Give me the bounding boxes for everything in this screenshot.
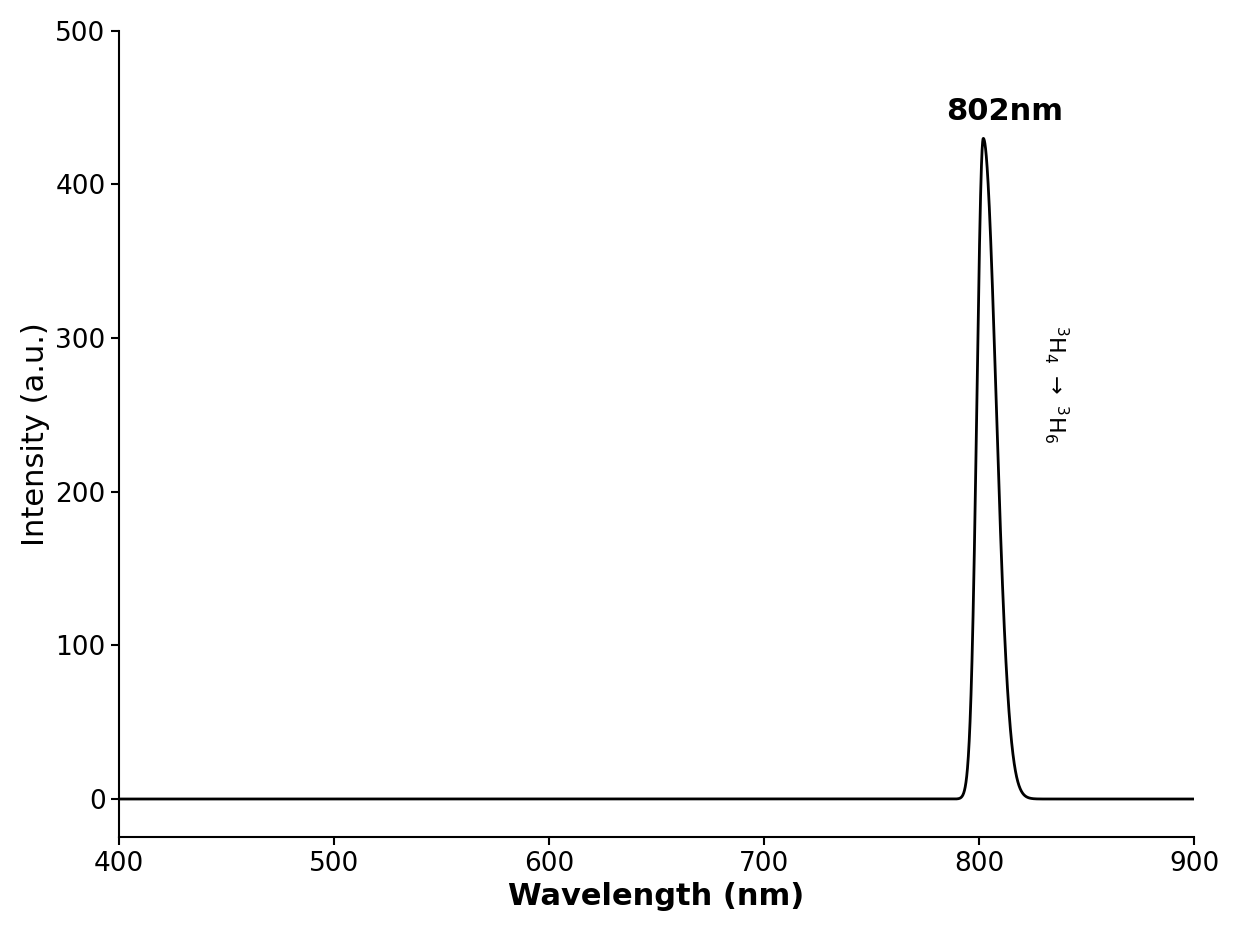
Text: 802nm: 802nm	[946, 97, 1064, 126]
Y-axis label: Intensity (a.u.): Intensity (a.u.)	[21, 322, 50, 546]
Text: $^{3}$H$_{4}$ $\rightarrow$ $^{3}$H$_{6}$: $^{3}$H$_{4}$ $\rightarrow$ $^{3}$H$_{6}…	[1042, 325, 1071, 444]
X-axis label: Wavelength (nm): Wavelength (nm)	[508, 883, 805, 911]
